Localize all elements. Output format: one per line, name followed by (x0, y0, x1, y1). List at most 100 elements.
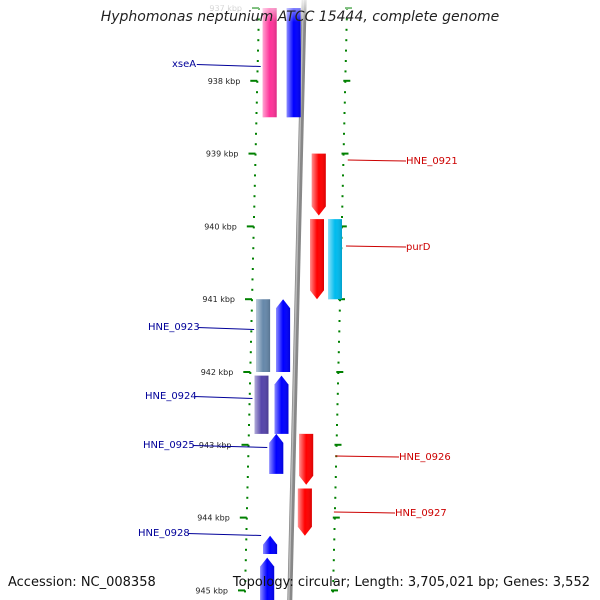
tick-dot-right (337, 351, 340, 354)
tick-dot-right (336, 403, 339, 406)
tick-dot-left (245, 538, 248, 541)
tick-dot-left (246, 476, 249, 478)
tick-dot-right (336, 424, 338, 426)
major-tick-left (250, 79, 258, 82)
gene-label-xseA: xseA (172, 59, 196, 70)
gene-label-HNE_0927: HNE_0927 (395, 508, 447, 519)
gene-label-HNE_0924: HNE_0924 (145, 391, 197, 402)
tick-dot-right (338, 309, 341, 312)
gene-label-HNE_0921: HNE_0921 (406, 156, 458, 167)
tick-dot-right (338, 320, 341, 322)
genome-title: Hyphomonas neptunium ATCC 15444, complet… (100, 9, 500, 25)
tick-dot-left (250, 340, 252, 343)
tick-dot-left (253, 195, 256, 198)
gene-shade-HNE_0924 (254, 375, 269, 434)
tick-dot-right (343, 112, 346, 114)
tick-dot-right (343, 122, 346, 125)
leader-line-HNE_0925 (192, 445, 268, 448)
tick-dot-left (256, 91, 258, 94)
tick-dot-left (252, 247, 255, 250)
tick-dot-left (256, 60, 259, 62)
leader-line-HNE_0924 (194, 396, 253, 399)
major-tick-left (239, 516, 247, 519)
tick-dot-right (334, 496, 337, 499)
major-tick-left (245, 298, 252, 301)
tick-dot-left (244, 559, 247, 562)
tick-dot-right (341, 205, 344, 208)
backbone-highlight (288, 0, 304, 600)
major-tick-left (248, 152, 256, 155)
tick-dot-left (248, 413, 251, 416)
tick-dot-right (345, 49, 347, 52)
tick-dot-left (246, 507, 248, 510)
tick-dot-left (244, 569, 247, 572)
tick-label: 940 kbp (204, 222, 237, 231)
major-tick-right (332, 516, 340, 519)
gene-shade-xseA (262, 8, 277, 118)
tick-dot-right (336, 413, 339, 416)
tick-dot-left (254, 174, 256, 177)
tick-dot-right (334, 486, 337, 489)
tick-dot-left (250, 320, 253, 322)
tick-dot-left (255, 112, 258, 114)
tick-dot-left (255, 132, 257, 135)
tick-dot-left (252, 257, 254, 260)
tick-dot-left (247, 455, 250, 458)
tick-dot-right (334, 476, 337, 478)
gene-shade-HNE_0921 (311, 153, 326, 216)
tick-label: 938 kbp (208, 77, 241, 86)
tick-dot-left (257, 28, 260, 31)
backbone-layer (287, 0, 307, 600)
tick-dot-right (341, 184, 344, 187)
tick-dot-left (251, 288, 254, 291)
leader-line-HNE_0926 (335, 455, 400, 458)
tick-dot-right (344, 91, 346, 94)
tick-dot-right (337, 382, 339, 385)
tick-dot-left (253, 184, 256, 187)
tick-dot-right (333, 538, 336, 541)
major-tick-left (238, 589, 245, 592)
tick-dot-right (343, 101, 346, 104)
tick-dot-right (345, 39, 348, 42)
major-tick-right (331, 589, 338, 592)
tick-dot-left (254, 164, 257, 166)
tick-dot-right (334, 507, 336, 510)
tick-dot-right (344, 70, 347, 73)
tick-dot-left (250, 309, 253, 312)
tick-dot-right (332, 559, 335, 562)
tick-dot-left (246, 496, 249, 499)
tick-dot-right (341, 216, 343, 218)
tick-dot-left (247, 465, 249, 468)
gene-shade-HNE_0927 (297, 488, 312, 536)
gene-shade-gene-c (274, 375, 289, 434)
gene-label-HNE_0928: HNE_0928 (138, 528, 190, 539)
leader-line-HNE_0923 (197, 327, 255, 330)
leader-line-HNE_0928 (187, 533, 262, 536)
gene-shade-gene-b (276, 299, 291, 372)
tick-dot-right (342, 143, 345, 146)
tick-dot-right (342, 164, 345, 166)
major-tick-right (336, 371, 344, 373)
tick-dot-right (344, 60, 347, 62)
tick-dot-left (246, 486, 249, 489)
leader-line-purD (345, 245, 407, 248)
tick-dot-left (251, 268, 254, 270)
major-tick-right (341, 152, 349, 155)
tick-dot-left (248, 392, 251, 395)
tick-dot-right (338, 340, 340, 343)
tick-dot-left (249, 382, 251, 385)
gene-label-HNE_0925: HNE_0925 (143, 440, 195, 451)
tick-dot-left (255, 122, 258, 125)
tick-dot-right (336, 392, 339, 395)
tick-label: 945 kbp (195, 586, 228, 595)
gene-label-purD: purD (406, 242, 431, 253)
accession-text: Accession: NC_008358 (8, 575, 156, 590)
tick-label: 943 kbp (199, 441, 232, 450)
tick-label: 944 kbp (197, 514, 230, 523)
major-tick-left (243, 371, 251, 373)
gene-shade-purD-hit (328, 219, 342, 300)
tick-dot-right (332, 580, 335, 582)
tick-dot-right (332, 569, 335, 572)
tick-dot-left (245, 528, 248, 530)
